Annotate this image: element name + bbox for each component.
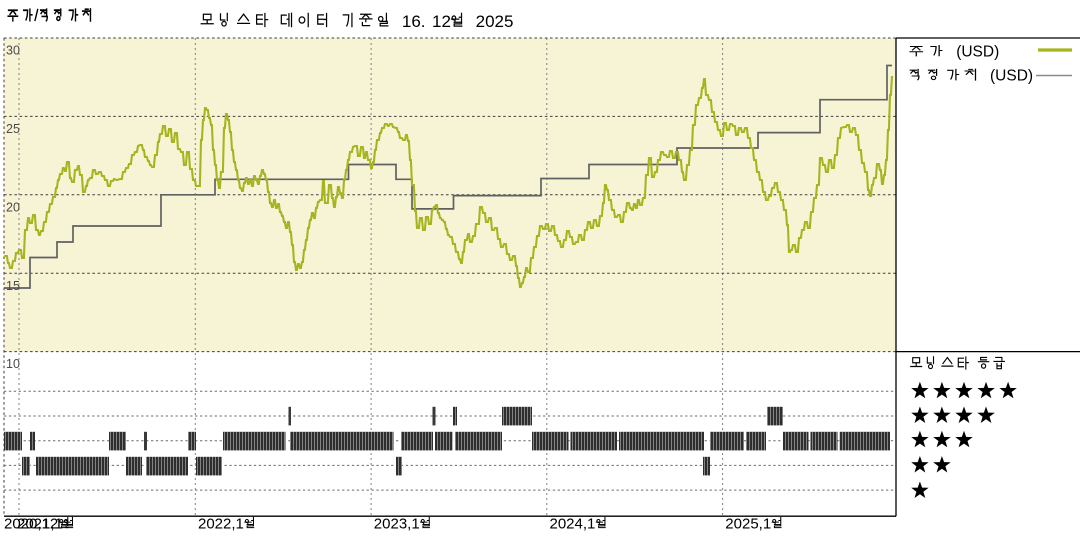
svg-text:20: 20 xyxy=(6,200,20,214)
svg-text:2022,1: 2022,1 xyxy=(198,515,244,532)
svg-text:25: 25 xyxy=(6,122,20,136)
svg-text:15: 15 xyxy=(6,279,20,293)
svg-text:30: 30 xyxy=(6,44,20,58)
svg-text:2025: 2025 xyxy=(476,12,514,31)
svg-text:2020,12: 2020,12 xyxy=(4,515,58,532)
svg-text:(USD): (USD) xyxy=(990,67,1033,84)
svg-text:2024,1: 2024,1 xyxy=(550,515,596,532)
svg-text:16.: 16. xyxy=(402,12,426,31)
svg-text:2021,1: 2021,1 xyxy=(17,515,63,532)
svg-text:10: 10 xyxy=(6,357,20,371)
svg-text:2025,1: 2025,1 xyxy=(725,515,771,532)
svg-text:2023,1: 2023,1 xyxy=(374,515,420,532)
svg-text:(USD): (USD) xyxy=(956,43,999,60)
svg-text:12: 12 xyxy=(432,12,451,31)
